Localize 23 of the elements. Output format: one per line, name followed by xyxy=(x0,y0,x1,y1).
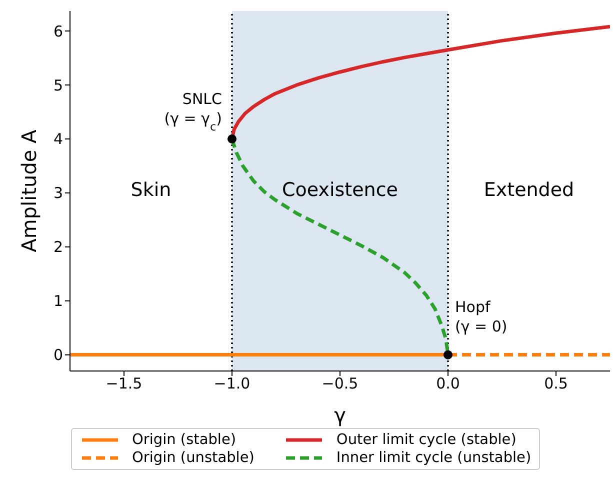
x-tick-label: −1.0 xyxy=(214,374,250,393)
legend-label: Origin (unstable) xyxy=(132,450,254,466)
legend-label: Outer limit cycle (stable) xyxy=(336,432,516,448)
annotation: Hopf (γ = 0) xyxy=(455,298,508,336)
annotation: Skin xyxy=(130,179,172,201)
x-tick-label: 0.5 xyxy=(544,374,568,393)
y-tick-label: 2 xyxy=(53,238,63,256)
y-tick-label: 5 xyxy=(53,76,63,94)
y-tick-label: 0 xyxy=(53,346,63,364)
x-tick-label: −0.5 xyxy=(322,374,358,393)
annotation: Coexistence xyxy=(282,179,398,201)
x-axis-title: γ xyxy=(334,403,346,427)
x-tick-label: 0.0 xyxy=(436,374,460,393)
y-tick-label: 3 xyxy=(53,184,63,202)
annotation: Extended xyxy=(484,179,574,201)
y-tick-label: 4 xyxy=(53,130,63,148)
annotation: SNLC (γ = γ$_{c}$) xyxy=(164,90,222,134)
legend-label: Origin (stable) xyxy=(132,432,236,448)
y-axis-title: Amplitude A xyxy=(17,129,42,252)
y-tick-label: 1 xyxy=(53,292,63,310)
legend-label: Inner limit cycle (unstable) xyxy=(336,450,532,466)
y-tick-label: 6 xyxy=(53,22,63,40)
x-tick-label: −1.5 xyxy=(106,374,142,393)
